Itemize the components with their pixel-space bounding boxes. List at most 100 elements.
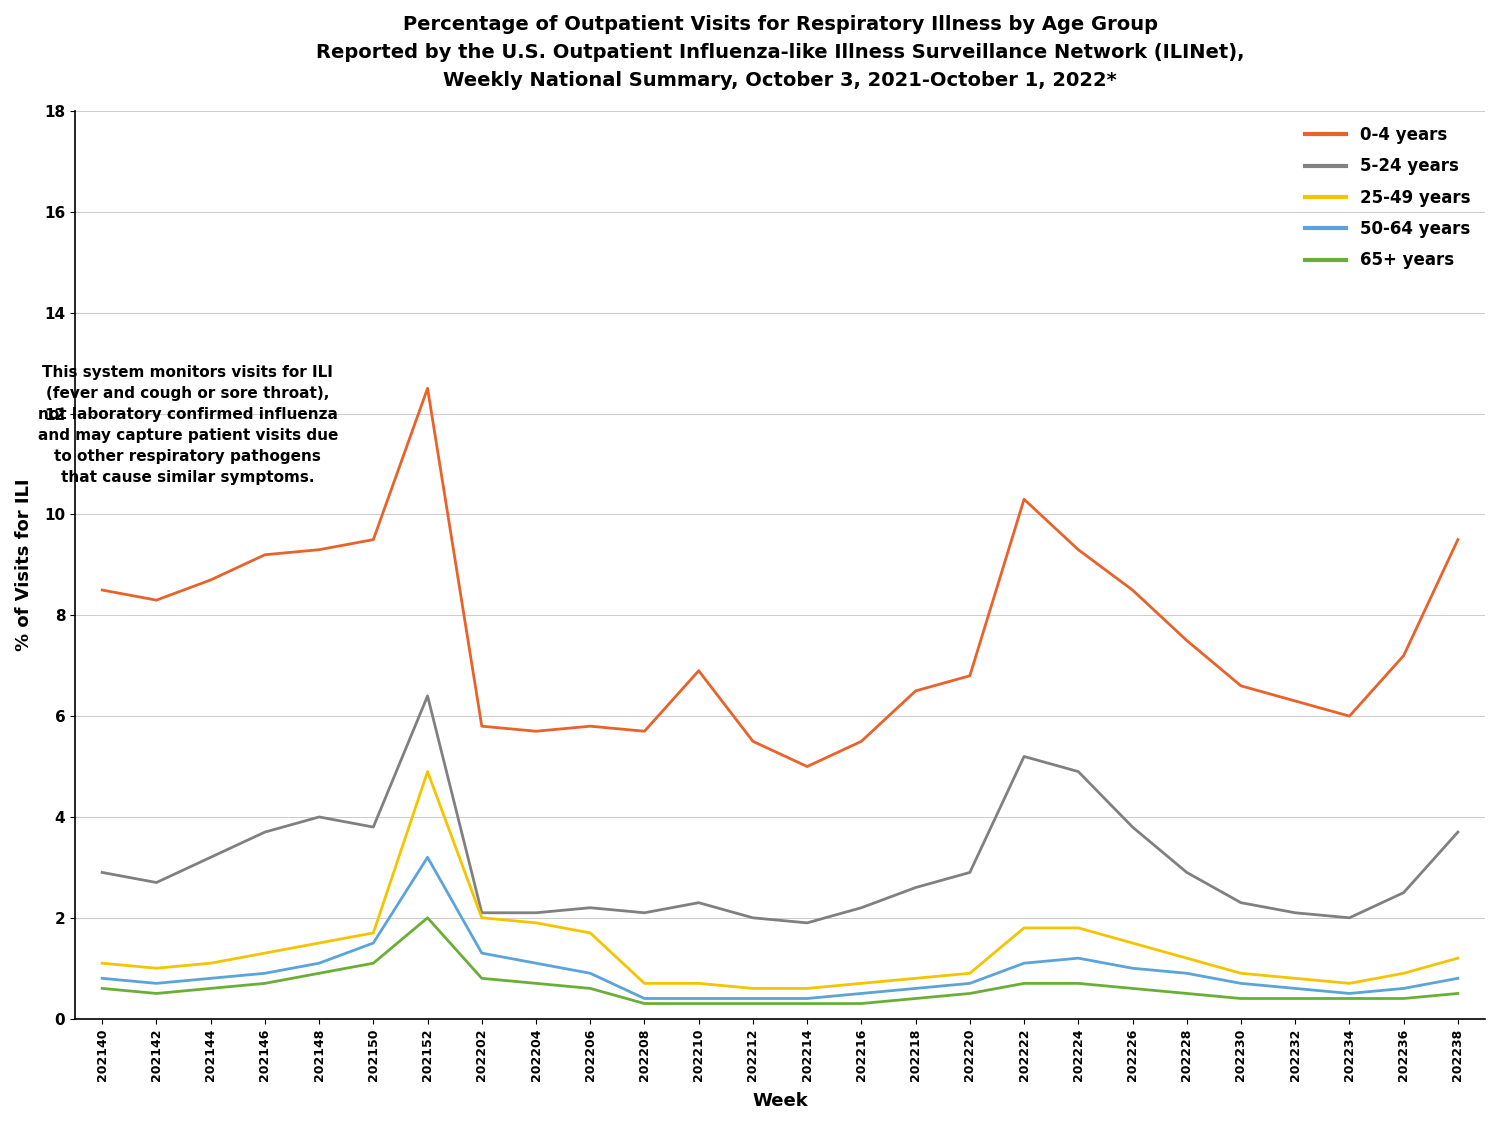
50-64 years xyxy=(1341,987,1359,1000)
25-49 years xyxy=(256,946,274,960)
65+ years xyxy=(744,997,762,1010)
5-24 years xyxy=(962,865,980,879)
5-24 years xyxy=(1449,826,1467,839)
65+ years xyxy=(1395,992,1413,1006)
65+ years xyxy=(580,982,598,996)
25-49 years xyxy=(201,956,219,970)
50-64 years xyxy=(472,946,490,960)
65+ years xyxy=(1070,976,1088,990)
25-49 years xyxy=(1232,966,1250,980)
65+ years xyxy=(636,997,654,1010)
65+ years xyxy=(1016,976,1034,990)
Legend: 0-4 years, 5-24 years, 25-49 years, 50-64 years, 65+ years: 0-4 years, 5-24 years, 25-49 years, 50-6… xyxy=(1298,119,1476,276)
5-24 years xyxy=(1341,911,1359,925)
25-49 years xyxy=(1341,976,1359,990)
25-49 years xyxy=(744,982,762,996)
25-49 years xyxy=(690,976,708,990)
25-49 years xyxy=(1449,952,1467,965)
5-24 years xyxy=(1395,885,1413,899)
25-49 years xyxy=(580,926,598,939)
50-64 years xyxy=(310,956,328,970)
0-4 years xyxy=(1341,710,1359,723)
50-64 years xyxy=(1232,976,1250,990)
0-4 years xyxy=(419,381,436,395)
5-24 years xyxy=(636,906,654,919)
50-64 years xyxy=(690,992,708,1006)
50-64 years xyxy=(798,992,816,1006)
5-24 years xyxy=(364,820,382,834)
5-24 years xyxy=(1124,820,1142,834)
Title: Percentage of Outpatient Visits for Respiratory Illness by Age Group
Reported by: Percentage of Outpatient Visits for Resp… xyxy=(316,15,1245,90)
Line: 65+ years: 65+ years xyxy=(102,918,1458,1004)
25-49 years xyxy=(93,956,111,970)
25-49 years xyxy=(147,962,165,975)
0-4 years xyxy=(798,759,816,773)
0-4 years xyxy=(1449,533,1467,547)
65+ years xyxy=(472,972,490,986)
50-64 years xyxy=(526,956,544,970)
50-64 years xyxy=(1124,962,1142,975)
5-24 years xyxy=(744,911,762,925)
5-24 years xyxy=(310,810,328,824)
0-4 years xyxy=(1395,649,1413,663)
25-49 years xyxy=(1124,936,1142,950)
0-4 years xyxy=(1178,633,1196,647)
0-4 years xyxy=(526,724,544,738)
0-4 years xyxy=(201,574,219,587)
50-64 years xyxy=(1016,956,1034,970)
0-4 years xyxy=(310,543,328,557)
5-24 years xyxy=(852,901,870,915)
25-49 years xyxy=(798,982,816,996)
65+ years xyxy=(962,987,980,1000)
Y-axis label: % of Visits for ILI: % of Visits for ILI xyxy=(15,478,33,651)
50-64 years xyxy=(364,936,382,950)
65+ years xyxy=(364,956,382,970)
65+ years xyxy=(1178,987,1196,1000)
50-64 years xyxy=(636,992,654,1006)
0-4 years xyxy=(1016,493,1034,506)
5-24 years xyxy=(1178,865,1196,879)
5-24 years xyxy=(201,850,219,864)
X-axis label: Week: Week xyxy=(752,1092,808,1110)
50-64 years xyxy=(93,972,111,986)
50-64 years xyxy=(256,966,274,980)
5-24 years xyxy=(526,906,544,919)
50-64 years xyxy=(1070,952,1088,965)
0-4 years xyxy=(1124,583,1142,596)
5-24 years xyxy=(93,865,111,879)
25-49 years xyxy=(852,976,870,990)
0-4 years xyxy=(1232,680,1250,693)
5-24 years xyxy=(419,690,436,703)
25-49 years xyxy=(1070,921,1088,935)
Line: 0-4 years: 0-4 years xyxy=(102,388,1458,766)
25-49 years xyxy=(364,926,382,939)
50-64 years xyxy=(962,976,980,990)
50-64 years xyxy=(147,976,165,990)
65+ years xyxy=(906,992,924,1006)
50-64 years xyxy=(1449,972,1467,986)
5-24 years xyxy=(580,901,598,915)
5-24 years xyxy=(472,906,490,919)
5-24 years xyxy=(1232,896,1250,909)
5-24 years xyxy=(906,881,924,894)
5-24 years xyxy=(690,896,708,909)
65+ years xyxy=(256,976,274,990)
25-49 years xyxy=(1395,966,1413,980)
5-24 years xyxy=(256,826,274,839)
0-4 years xyxy=(690,664,708,677)
25-49 years xyxy=(1286,972,1304,986)
65+ years xyxy=(1232,992,1250,1006)
5-24 years xyxy=(147,875,165,889)
65+ years xyxy=(690,997,708,1010)
0-4 years xyxy=(1070,543,1088,557)
65+ years xyxy=(147,987,165,1000)
65+ years xyxy=(526,976,544,990)
25-49 years xyxy=(1016,921,1034,935)
50-64 years xyxy=(1286,982,1304,996)
25-49 years xyxy=(906,972,924,986)
0-4 years xyxy=(744,735,762,748)
0-4 years xyxy=(962,669,980,683)
25-49 years xyxy=(962,966,980,980)
65+ years xyxy=(310,966,328,980)
50-64 years xyxy=(580,966,598,980)
